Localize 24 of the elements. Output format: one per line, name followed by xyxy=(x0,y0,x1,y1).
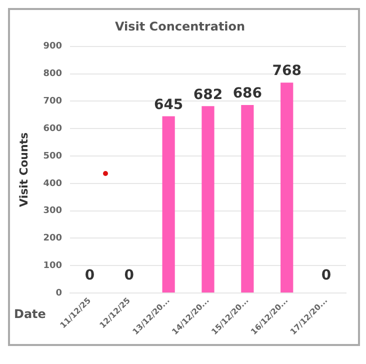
y-tick-label: 600 xyxy=(43,124,62,134)
data-label: 682 xyxy=(193,86,223,103)
bar xyxy=(202,106,214,293)
y-tick-label: 200 xyxy=(43,234,62,244)
chart-title: Visit Concentration xyxy=(114,19,246,34)
y-tick-label: 300 xyxy=(43,206,62,216)
bar xyxy=(280,82,294,293)
bar xyxy=(162,116,175,293)
y-tick-label: 700 xyxy=(43,96,62,107)
data-label: 768 xyxy=(272,63,302,80)
bar xyxy=(241,105,254,293)
data-label: 0 xyxy=(321,268,332,284)
y-tick-label: 800 xyxy=(43,69,62,80)
y-tick-label: 900 xyxy=(43,42,62,52)
data-label: 0 xyxy=(84,268,95,284)
y-tick-label: 500 xyxy=(43,151,62,162)
y-tick-label: 400 xyxy=(43,178,62,189)
y-axis-title: Visit Counts xyxy=(17,132,30,208)
data-label: 645 xyxy=(154,96,184,113)
data-label: 686 xyxy=(232,86,262,102)
x-axis-title: Date xyxy=(14,307,46,322)
data-label: 0 xyxy=(124,268,134,284)
y-tick-label: 0 xyxy=(56,288,62,298)
y-tick-label: 100 xyxy=(43,260,62,271)
